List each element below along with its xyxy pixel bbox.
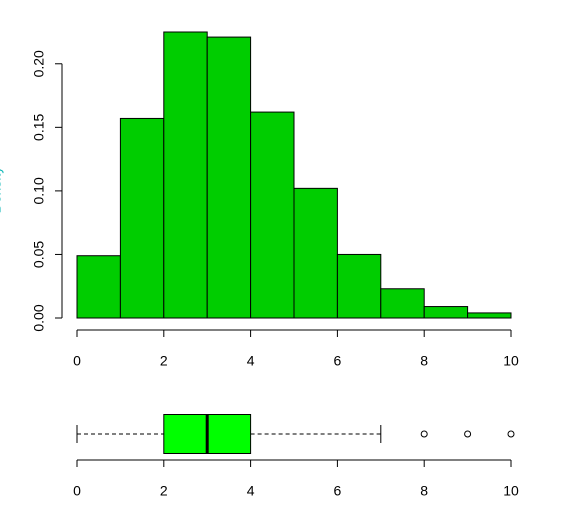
y-tick-label: 0.05: [31, 241, 47, 268]
histogram-bar: [76, 255, 121, 319]
histogram-bar: [250, 111, 295, 319]
y-tick-label: 0.10: [31, 177, 47, 204]
histogram-bar: [206, 36, 252, 319]
histogram-bar: [336, 253, 382, 319]
x-tick-label: 10: [503, 353, 519, 369]
y-tick-label: 0.20: [31, 50, 47, 77]
outlier: [507, 430, 515, 438]
y-axis-label: Density: [0, 167, 4, 214]
y-tick-label: 0.15: [31, 113, 47, 140]
histogram-bar: [467, 312, 512, 319]
histogram-bar: [119, 117, 165, 319]
x-tick-label: 4: [247, 483, 255, 499]
y-tick-label: 0.00: [31, 304, 47, 331]
histogram-bar: [423, 306, 469, 319]
outlier: [464, 430, 472, 438]
x-tick-label: 6: [334, 353, 342, 369]
x-tick-label: 2: [160, 483, 168, 499]
histogram-bar: [293, 187, 338, 319]
x-tick-label: 8: [420, 483, 428, 499]
x-tick-label: 0: [73, 353, 81, 369]
x-tick-label: 0: [73, 483, 81, 499]
histogram-bar: [380, 288, 425, 319]
x-tick-label: 10: [503, 483, 519, 499]
x-tick-label: 4: [247, 353, 255, 369]
outlier: [420, 430, 428, 438]
x-tick-label: 2: [160, 353, 168, 369]
x-tick-label: 8: [420, 353, 428, 369]
histogram-bar: [163, 31, 208, 319]
x-tick-label: 6: [334, 483, 342, 499]
